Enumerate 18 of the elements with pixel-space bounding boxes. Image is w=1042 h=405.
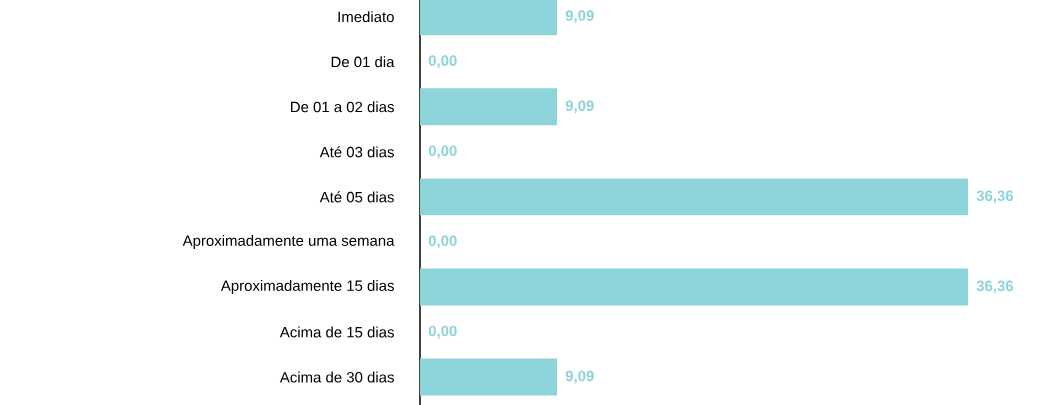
y-tick-label: Acima de 30 dias [279,371,394,383]
data-label: 36,36 [976,280,1014,294]
y-tick-label: Imediato [338,11,394,23]
y-tick-label: De 01 dia [331,56,395,68]
data-label: 9,09 [565,10,594,24]
y-tick-label: Aproximadamente uma semana [182,234,395,249]
y-tick-label: Até 03 dias [319,146,394,158]
data-label: 9,09 [565,100,594,114]
y-tick-label: Até 05 dias [319,191,394,203]
data-label: 0,00 [428,325,457,339]
y-tick-label: Aproximadamente 15 dias [220,280,394,294]
data-label: 9,09 [565,370,594,384]
data-label: 0,00 [428,145,457,159]
y-tick-label: Acima de 15 dias [279,326,394,338]
data-label: 0,00 [428,55,457,69]
data-label: 36,36 [976,190,1014,204]
y-tick-label: De 01 a 02 dias [291,101,394,113]
data-label: 0,00 [428,235,457,249]
